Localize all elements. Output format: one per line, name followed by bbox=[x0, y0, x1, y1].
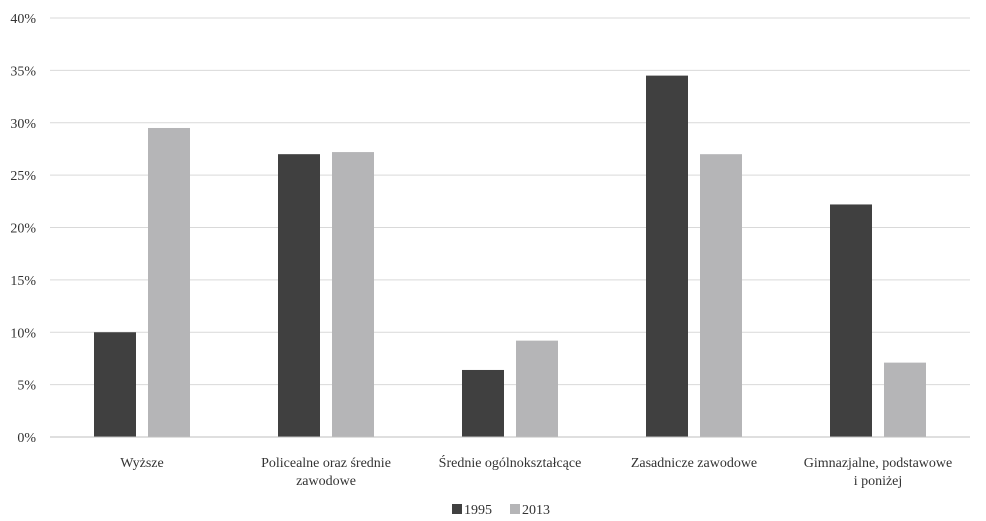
x-category-label-line: Policealne oraz średnie bbox=[261, 456, 391, 471]
y-tick-label: 10% bbox=[10, 326, 36, 341]
y-tick-label: 35% bbox=[10, 64, 36, 79]
bar-2013 bbox=[516, 340, 558, 437]
legend-swatch-1995 bbox=[452, 504, 462, 514]
bar-1995 bbox=[646, 75, 688, 438]
legend-label-1995: 1995 bbox=[464, 503, 492, 518]
x-category-label-line: Zasadnicze zawodowe bbox=[631, 456, 757, 471]
y-tick-label: 20% bbox=[10, 222, 36, 237]
y-axis-tick-labels: 0% 5% 10% 15% 20% 25% 30% 35% 40% bbox=[10, 12, 36, 446]
bar-2013 bbox=[332, 152, 374, 437]
bar-1995 bbox=[830, 204, 872, 437]
bar-1995 bbox=[278, 154, 320, 438]
x-category-label: Średnie ogólnokształcące bbox=[439, 454, 582, 471]
x-category-label-line: Wyższe bbox=[120, 456, 163, 471]
y-tick-label: 0% bbox=[17, 431, 36, 446]
x-category-label: Policealne oraz średnie zawodowe bbox=[261, 456, 391, 489]
bar-2013 bbox=[148, 127, 190, 438]
y-tick-label: 15% bbox=[10, 274, 36, 289]
y-tick-label: 25% bbox=[10, 169, 36, 184]
bar-1995 bbox=[462, 369, 504, 437]
legend: 1995 2013 bbox=[452, 503, 550, 518]
bar-2013 bbox=[884, 362, 926, 437]
y-tick-label: 40% bbox=[10, 12, 36, 27]
x-category-label: Gimnazjalne, podstawowe i poniżej bbox=[804, 456, 953, 489]
x-category-label-line: i poniżej bbox=[854, 474, 903, 489]
x-category-label-line: Gimnazjalne, podstawowe bbox=[804, 456, 953, 471]
legend-swatch-2013 bbox=[510, 504, 520, 514]
x-category-label-line: zawodowe bbox=[296, 474, 356, 489]
legend-label-2013: 2013 bbox=[522, 503, 550, 518]
x-category-label: Zasadnicze zawodowe bbox=[631, 456, 757, 471]
bar-2013 bbox=[700, 154, 742, 438]
x-category-label-line: Średnie ogólnokształcące bbox=[439, 454, 582, 471]
gridlines bbox=[50, 17, 970, 386]
y-tick-label: 30% bbox=[10, 117, 36, 132]
x-category-label: Wyższe bbox=[120, 456, 163, 471]
bar-1995 bbox=[94, 332, 136, 437]
bars bbox=[94, 75, 926, 438]
y-tick-label: 5% bbox=[17, 379, 36, 394]
x-axis-category-labels: Wyższe Policealne oraz średnie zawodowe Śre… bbox=[120, 454, 952, 489]
